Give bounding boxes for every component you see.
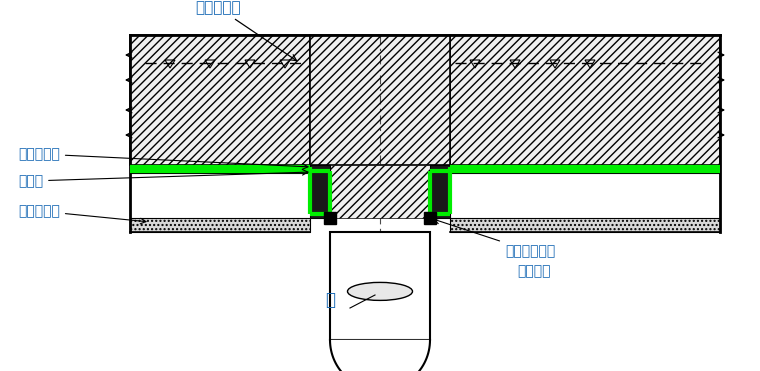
Bar [130, 165, 310, 173]
Ellipse shape [347, 282, 413, 301]
Bar [130, 218, 310, 232]
Text: 桩: 桩 [325, 291, 335, 309]
Bar [424, 212, 436, 224]
Text: 桩受力钢筋: 桩受力钢筋 [195, 0, 296, 61]
Text: 附加防水层: 附加防水层 [18, 147, 308, 169]
Bar [330, 232, 430, 340]
Bar [310, 165, 450, 218]
Bar [430, 165, 450, 218]
Text: 附加防水层: 附加防水层 [18, 204, 146, 224]
Text: 遇水膨胀胶条: 遇水膨胀胶条 [434, 219, 556, 258]
Bar [310, 165, 330, 218]
Bar [450, 218, 720, 232]
Bar [130, 35, 310, 165]
Text: 绕桩一圈: 绕桩一圈 [517, 264, 550, 278]
Bar [324, 212, 336, 224]
Bar [450, 35, 720, 165]
Text: 防水层: 防水层 [18, 170, 308, 188]
Bar [450, 165, 720, 173]
Bar [310, 35, 450, 165]
